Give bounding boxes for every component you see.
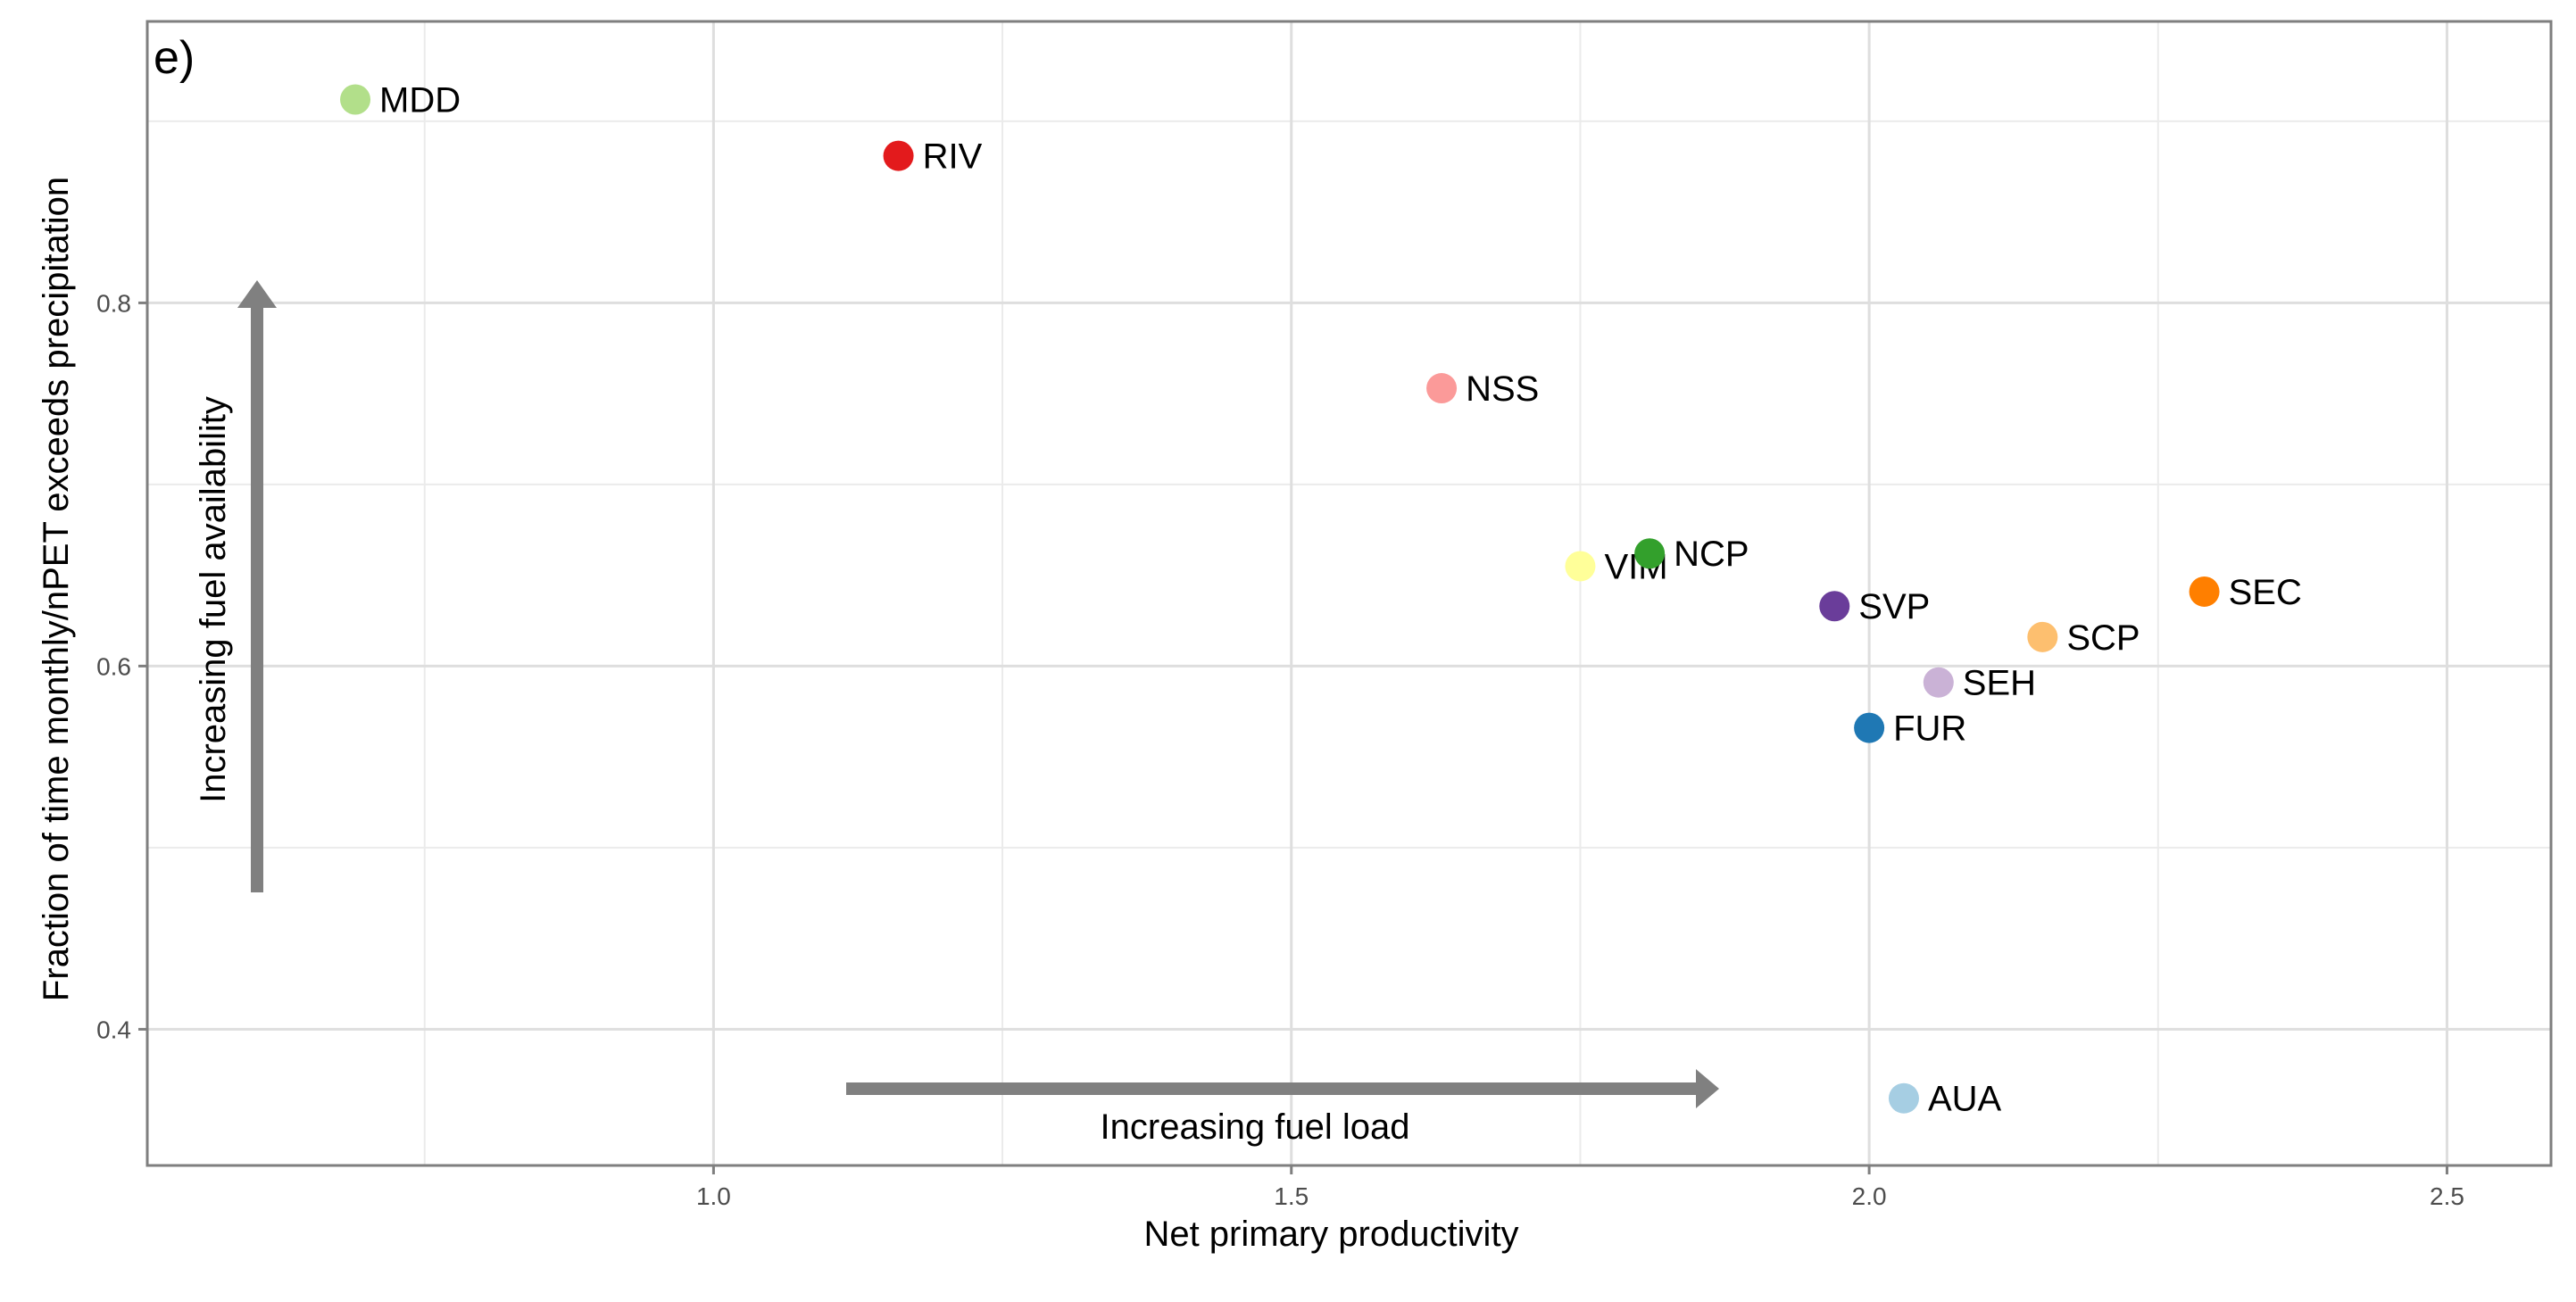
horizontal-arrow-label: Increasing fuel load bbox=[1101, 1107, 1410, 1147]
data-point-svp bbox=[1819, 591, 1850, 622]
point-label-scp: SCP bbox=[2066, 618, 2140, 658]
point-label-seh: SEH bbox=[1963, 664, 2036, 703]
point-label-ncp: NCP bbox=[1674, 535, 1749, 574]
data-point-ncp bbox=[1634, 538, 1666, 569]
annotation-arrows bbox=[237, 280, 1719, 1108]
y-tick-label: 0.8 bbox=[96, 289, 131, 317]
x-axis-title: Net primary productivity bbox=[1143, 1215, 1518, 1254]
point-label-sec: SEC bbox=[2229, 573, 2302, 612]
data-point-scp bbox=[2027, 621, 2058, 652]
x-tick-label: 2.0 bbox=[1852, 1182, 1887, 1210]
fuel-load-arrow-head bbox=[1696, 1069, 1719, 1108]
x-tick-label: 1.5 bbox=[1274, 1182, 1309, 1210]
data-point-fur bbox=[1854, 712, 1885, 743]
data-point-riv bbox=[883, 140, 914, 171]
point-label-fur: FUR bbox=[1893, 709, 1966, 749]
grid-lines bbox=[147, 21, 2551, 1165]
vertical-arrow-label: Increasing fuel availability bbox=[194, 396, 233, 803]
data-point-mdd bbox=[340, 84, 371, 115]
y-tick-label: 0.6 bbox=[96, 652, 131, 680]
point-label-aua: AUA bbox=[1928, 1080, 2002, 1119]
panel-tag: e) bbox=[154, 32, 195, 84]
y-axis-title: Fraction of time monthly/nPET exceeds pr… bbox=[37, 177, 76, 1001]
y-tick-label: 0.4 bbox=[96, 1016, 131, 1043]
data-point-aua bbox=[1888, 1082, 1919, 1114]
data-point-seh bbox=[1923, 667, 1954, 698]
data-point-vim bbox=[1565, 551, 1596, 582]
panel-border bbox=[145, 20, 2553, 1167]
x-tick-label: 1.0 bbox=[696, 1182, 731, 1210]
point-label-svp: SVP bbox=[1858, 587, 1930, 626]
data-point-nss bbox=[1426, 373, 1458, 404]
point-label-nss: NSS bbox=[1466, 369, 1539, 409]
fuel-availability-arrow-head bbox=[237, 280, 277, 308]
data-point-sec bbox=[2189, 576, 2220, 607]
x-tick-label: 2.5 bbox=[2430, 1182, 2464, 1210]
point-label-mdd: MDD bbox=[379, 81, 461, 120]
axis-ticks: 1.0 1.5 2.0 2.5 0.4 0.6 0.8 bbox=[96, 289, 2464, 1210]
point-label-riv: RIV bbox=[923, 137, 983, 177]
